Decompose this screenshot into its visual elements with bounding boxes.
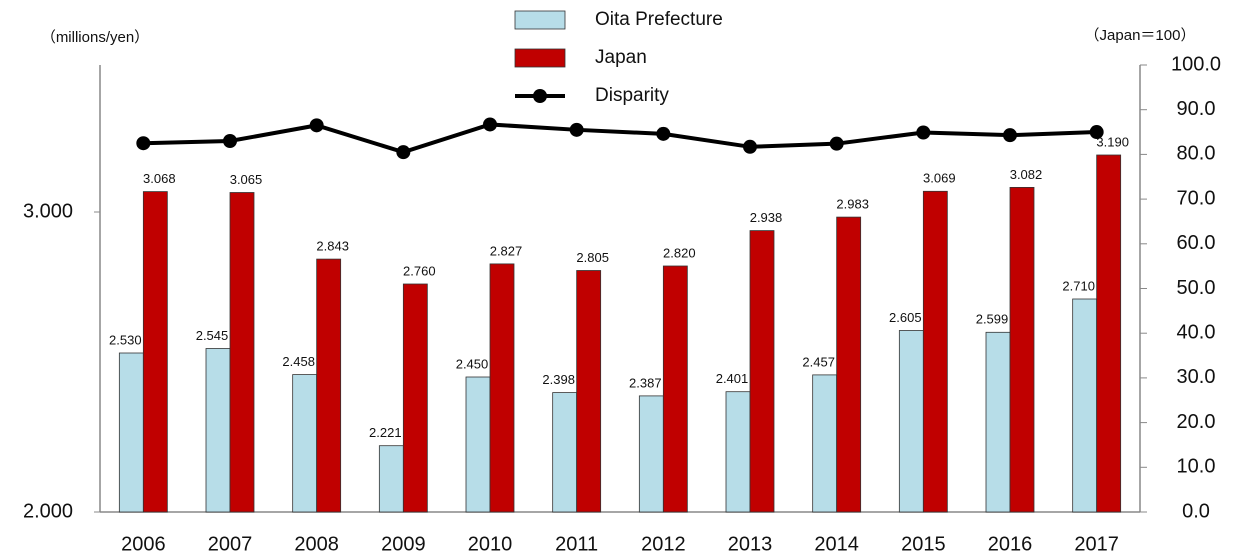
marker (309, 118, 324, 133)
bar (205, 348, 231, 513)
data-label: 2.605 (889, 310, 922, 325)
data-label: 2.401 (716, 371, 749, 386)
y2-tick-label: 60.0 (1177, 232, 1216, 254)
y2-tick-label: 80.0 (1177, 143, 1216, 165)
bar (725, 391, 751, 513)
data-label: 2.221 (369, 425, 402, 440)
y2-tick-label: 20.0 (1177, 411, 1216, 433)
x-tick-label: 2010 (468, 533, 513, 555)
marker (396, 145, 411, 160)
x-tick-label: 2012 (641, 533, 686, 555)
bar (316, 258, 342, 513)
marker (743, 139, 757, 154)
data-label: 2.530 (109, 332, 142, 347)
bar (292, 374, 318, 513)
bar (812, 374, 838, 513)
bar (552, 392, 578, 513)
y2-tick-label: 0.0 (1182, 500, 1210, 522)
bar (662, 265, 688, 513)
x-tick-label: 2015 (901, 533, 946, 555)
y2-tick-label: 100.0 (1171, 53, 1221, 75)
marker (483, 117, 497, 132)
data-label: 2.398 (542, 372, 575, 387)
bar (749, 230, 775, 513)
x-tick-label: 2017 (1074, 533, 1119, 555)
data-label: 2.938 (750, 210, 783, 225)
legend-swatch (514, 48, 566, 68)
x-tick-label: 2013 (728, 533, 773, 555)
data-label: 3.190 (1096, 134, 1129, 149)
marker (1089, 125, 1104, 140)
data-label: 2.843 (316, 239, 349, 254)
bar (1096, 154, 1122, 513)
x-tick-label: 2008 (294, 533, 339, 555)
marker (656, 126, 671, 141)
bar (1009, 186, 1035, 513)
bar (922, 190, 948, 513)
legend-label: Oita Prefecture (595, 9, 723, 30)
x-tick-label: 2009 (381, 533, 426, 555)
data-label: 2.983 (836, 197, 869, 212)
y2-tick-label: 30.0 (1177, 366, 1216, 388)
bar (576, 270, 602, 513)
x-tick-label: 2006 (121, 533, 166, 555)
marker (916, 125, 931, 140)
data-label: 2.545 (196, 328, 229, 343)
bar (489, 263, 515, 513)
data-label: 2.710 (1062, 278, 1095, 293)
data-label: 2.450 (456, 356, 489, 371)
x-tick-label: 2016 (988, 533, 1033, 555)
bar (402, 283, 428, 513)
data-label: 3.082 (1010, 167, 1043, 182)
marker (569, 122, 584, 137)
data-label: 2.805 (576, 250, 609, 265)
data-label: 2.820 (663, 245, 696, 260)
bar (378, 445, 404, 513)
data-label: 2.760 (403, 263, 436, 278)
y2-axis-label: （Japan＝100） (1085, 27, 1196, 44)
bar (836, 216, 862, 513)
bar (638, 395, 664, 513)
x-tick-label: 2011 (555, 533, 598, 555)
y2-tick-label: 40.0 (1177, 321, 1216, 343)
bar (229, 192, 255, 513)
data-label: 3.069 (923, 171, 956, 186)
y2-tick-label: 90.0 (1177, 98, 1216, 120)
data-label: 2.827 (490, 243, 523, 258)
data-label: 2.599 (976, 312, 1009, 327)
bar (985, 331, 1011, 513)
data-label: 2.387 (629, 375, 662, 390)
data-label: 2.457 (802, 354, 835, 369)
y-tick-label: 2.000 (23, 500, 73, 522)
y-axis-label: （millions/yen） (41, 29, 149, 46)
x-tick-label: 2014 (814, 533, 859, 555)
legend-swatch (533, 89, 547, 103)
y2-tick-label: 50.0 (1177, 277, 1216, 299)
line (143, 122, 1097, 155)
data-label: 2.458 (282, 354, 315, 369)
marker (1003, 128, 1017, 143)
bar (1072, 298, 1098, 513)
marker (136, 136, 151, 151)
legend-swatch (514, 10, 566, 30)
bar (898, 330, 924, 513)
y2-tick-label: 70.0 (1177, 187, 1216, 209)
bar (465, 376, 491, 513)
bar (142, 191, 168, 513)
marker (223, 133, 237, 148)
marker (829, 136, 844, 151)
legend-label: Japan (595, 47, 647, 68)
bar (118, 352, 144, 513)
data-label: 3.065 (230, 172, 263, 187)
y-tick-label: 3.000 (23, 200, 73, 222)
y2-tick-label: 10.0 (1177, 456, 1216, 478)
x-tick-label: 2007 (208, 533, 253, 555)
legend-label: Disparity (595, 85, 669, 106)
data-label: 3.068 (143, 171, 176, 186)
